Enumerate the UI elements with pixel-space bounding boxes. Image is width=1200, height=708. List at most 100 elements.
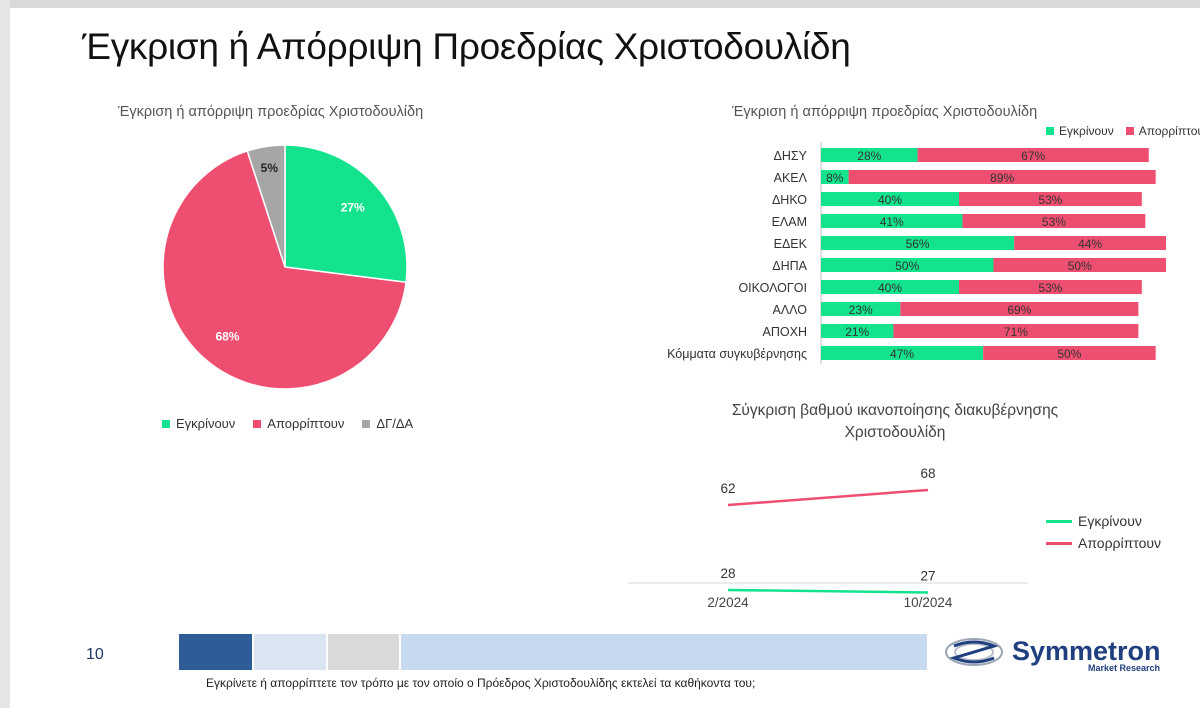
footer-bar-segment	[254, 634, 326, 670]
bar-data-label: 71%	[1004, 325, 1028, 339]
bar-legend-item-reject: Απορρίπτουν	[1125, 124, 1200, 138]
pie-slice	[162, 150, 407, 390]
bar-category-label: ΟΙΚΟΛΟΓΟΙ	[738, 281, 807, 295]
approve-bar	[821, 280, 959, 294]
reject-bar	[983, 346, 1156, 360]
bar-category-label: ΔΗΠΑ	[772, 259, 807, 273]
x-tick-label: 10/2024	[904, 595, 953, 610]
bar-data-label: 53%	[1042, 215, 1066, 229]
bar-data-label: 40%	[878, 193, 902, 207]
line-legend-label: Απορρίπτουν	[1078, 535, 1162, 551]
bar-data-label: 89%	[990, 171, 1014, 185]
reject-swatch	[1125, 127, 1134, 135]
line-data-label: 27	[920, 569, 935, 584]
approve-bar	[821, 324, 894, 338]
reject-bar	[962, 214, 1146, 228]
bar-chart-title: Έγκριση ή απόρριψη προεδρίας Χριστοδουλί…	[732, 104, 1038, 120]
bar-data-label: 8%	[826, 171, 844, 185]
approve-bar	[821, 148, 918, 162]
line-legend-item-reject: Απορρίπτουν	[1046, 532, 1161, 554]
reject-bar	[917, 148, 1149, 162]
pie-chart: 27% 68% 5%	[162, 144, 408, 390]
reject-bar	[993, 258, 1166, 272]
bar-category-label: ΑΛΛΟ	[773, 303, 808, 317]
footer-bar-segment	[401, 634, 927, 670]
bar-category-label: ΑΚΕΛ	[774, 171, 808, 185]
reject-bar	[893, 324, 1139, 338]
bar-legend-item-approve: Εγκρίνουν	[1046, 124, 1114, 138]
bar-data-label: 50%	[895, 259, 919, 273]
approve-bar	[821, 258, 994, 272]
bar-data-label: 56%	[906, 237, 930, 251]
bar-data-label: 69%	[1007, 303, 1031, 317]
reject-bar	[900, 302, 1139, 316]
line-chart: 2/2024 10/2024 28 27 62 68	[628, 466, 1028, 610]
pie-legend-item-dk: ΔΓ/ΔΑ	[362, 416, 413, 431]
bar-legend: Εγκρίνουν Απορρίπτουν	[1046, 124, 1200, 138]
reject-bar	[1014, 236, 1166, 250]
reject-bar	[848, 170, 1156, 184]
approve-bar	[821, 302, 901, 316]
bar-category-label: ΕΛΑΜ	[772, 215, 807, 229]
bar-category-label: Κόμματα συγκυβέρνησης	[667, 347, 807, 361]
logo-tagline: Market Research	[1088, 663, 1161, 673]
bar-data-label: 41%	[880, 215, 904, 229]
reject-swatch	[253, 419, 262, 428]
bar-data-label: 50%	[1068, 259, 1092, 273]
approve-bar	[821, 170, 849, 184]
reject-line-swatch	[1046, 541, 1072, 545]
dk-swatch	[362, 419, 371, 428]
pie-slice	[284, 144, 408, 284]
line-legend-item-approve: Εγκρίνουν	[1046, 510, 1161, 532]
bar-data-label: 40%	[878, 281, 902, 295]
pie-data-label: 27%	[341, 200, 365, 214]
line-data-label: 62	[720, 481, 735, 496]
pie-data-label: 68%	[215, 330, 239, 344]
pie-legend-item-reject: Απορρίπτουν	[253, 416, 344, 431]
approve-swatch	[162, 419, 170, 428]
pie-data-label: 5%	[261, 161, 279, 175]
approve-bar	[821, 346, 984, 360]
slide-title: Έγκριση ή Απόρριψη Προεδρίας Χριστοδουλί…	[82, 26, 851, 67]
logo-wordmark: Symmetron	[1012, 636, 1161, 666]
pie-legend-label: Απορρίπτουν	[267, 416, 345, 431]
bar-data-label: 53%	[1038, 281, 1062, 295]
pie-legend-label: ΔΓ/ΔΑ	[376, 416, 414, 431]
symmetron-logo-icon	[945, 638, 1003, 666]
bar-category-label: ΔΗΚΟ	[772, 193, 807, 207]
window-frame-left	[0, 0, 10, 708]
bar-data-label: 50%	[1057, 347, 1081, 361]
page-number: 10	[86, 646, 104, 663]
window-frame-top	[0, 0, 1200, 8]
line-data-label: 28	[720, 566, 735, 581]
bar-data-label: 23%	[849, 303, 873, 317]
bar-data-label: 44%	[1078, 237, 1102, 251]
reject-bar	[959, 280, 1142, 294]
footer-bar-segment	[328, 634, 399, 670]
stacked-bar-chart: ΔΗΣΥ 28% 67% ΑΚΕΛ 8% 89% ΔΗΚΟ 40% 53% ΕΛΑΜ 41% 53% Ε…	[667, 142, 1166, 364]
bar-category-label: ΕΔΕΚ	[774, 237, 808, 251]
bar-category-label: ΔΗΣΥ	[774, 149, 808, 163]
bar-data-label: 67%	[1021, 149, 1045, 163]
approve-line	[727, 588, 929, 594]
bar-category-label: ΑΠΟΧΗ	[763, 325, 807, 339]
line-legend: Εγκρίνουν Απορρίπτουν	[1046, 510, 1161, 554]
pie-legend-item-approve: Εγκρίνουν	[162, 416, 235, 431]
bar-data-label: 53%	[1038, 193, 1062, 207]
footer-bar-segment	[179, 634, 252, 670]
bar-legend-label: Απορρίπτουν	[1138, 124, 1200, 138]
approve-bar	[821, 214, 963, 228]
question-footnote: Εγκρίνετε ή απορρίπτετε τον τρόπο με τον…	[206, 676, 756, 690]
approve-bar	[821, 192, 959, 206]
line-data-label: 68	[920, 466, 935, 481]
pie-legend: Εγκρίνουν Απορρίπτουν ΔΓ/ΔΑ	[162, 416, 413, 431]
approve-bar	[821, 236, 1015, 250]
bar-data-label: 47%	[890, 347, 914, 361]
approve-line-swatch	[1046, 519, 1072, 523]
x-tick-label: 2/2024	[707, 595, 749, 610]
reject-line	[727, 488, 929, 507]
bar-data-label: 28%	[857, 149, 881, 163]
pie-slice	[246, 144, 286, 268]
bar-data-label: 21%	[845, 325, 869, 339]
line-legend-label: Εγκρίνουν	[1078, 513, 1142, 529]
